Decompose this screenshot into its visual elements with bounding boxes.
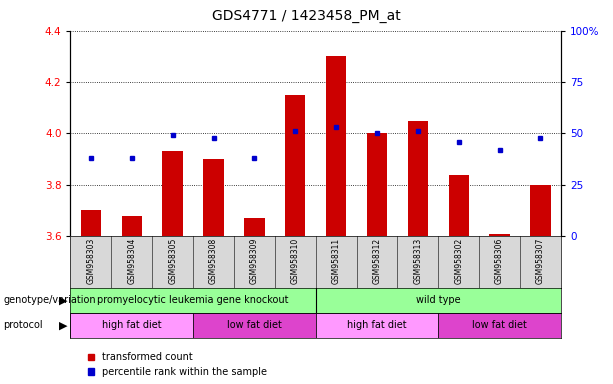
Text: low fat diet: low fat diet	[472, 320, 527, 331]
Text: high fat diet: high fat diet	[347, 320, 407, 331]
Bar	[316, 313, 438, 338]
Text: wild type: wild type	[416, 295, 460, 306]
Text: GSM958303: GSM958303	[86, 238, 96, 284]
Text: protocol: protocol	[3, 320, 43, 331]
Bar	[70, 313, 193, 338]
Text: GSM958308: GSM958308	[209, 238, 218, 284]
Text: GSM958311: GSM958311	[332, 238, 341, 284]
Text: GSM958305: GSM958305	[168, 238, 177, 284]
Legend: transformed count, percentile rank within the sample: transformed count, percentile rank withi…	[88, 353, 267, 377]
Text: GSM958307: GSM958307	[536, 238, 545, 284]
Bar	[81, 210, 101, 236]
Bar	[193, 313, 316, 338]
Bar	[489, 233, 510, 236]
Text: promyelocytic leukemia gene knockout: promyelocytic leukemia gene knockout	[97, 295, 289, 306]
Text: ▶: ▶	[59, 295, 67, 306]
Text: GSM958310: GSM958310	[291, 238, 300, 284]
Bar	[449, 174, 469, 236]
Bar	[367, 133, 387, 236]
Bar	[438, 313, 561, 338]
Bar	[285, 95, 305, 236]
Text: GSM958302: GSM958302	[454, 238, 463, 284]
Text: GSM958304: GSM958304	[128, 238, 136, 284]
Text: high fat diet: high fat diet	[102, 320, 162, 331]
Text: low fat diet: low fat diet	[227, 320, 282, 331]
Text: GDS4771 / 1423458_PM_at: GDS4771 / 1423458_PM_at	[212, 9, 401, 23]
Text: GSM958313: GSM958313	[413, 238, 422, 284]
Text: GSM958312: GSM958312	[373, 238, 381, 284]
Bar	[204, 159, 224, 236]
Bar	[162, 151, 183, 236]
Bar	[530, 185, 550, 236]
Bar	[121, 215, 142, 236]
Text: GSM958309: GSM958309	[250, 238, 259, 284]
Bar	[326, 56, 346, 236]
Bar	[408, 121, 428, 236]
Text: genotype/variation: genotype/variation	[3, 295, 96, 306]
Bar	[244, 218, 265, 236]
Text: ▶: ▶	[59, 320, 67, 331]
Text: GSM958306: GSM958306	[495, 238, 504, 284]
